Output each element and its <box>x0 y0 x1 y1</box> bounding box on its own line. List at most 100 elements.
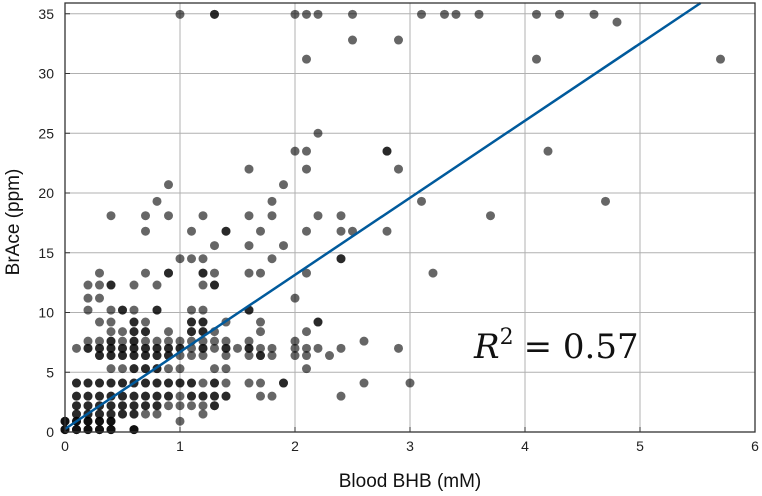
data-point <box>141 401 150 411</box>
data-point <box>141 409 150 419</box>
data-point <box>72 401 81 411</box>
data-point <box>198 351 208 361</box>
data-point <box>221 343 231 353</box>
data-point <box>118 364 127 374</box>
data-point <box>72 409 81 419</box>
data-point <box>405 378 415 388</box>
data-point <box>175 364 185 374</box>
data-point <box>141 391 150 401</box>
data-point <box>221 226 231 236</box>
y-tick-label: 35 <box>38 6 54 22</box>
data-point <box>210 343 219 353</box>
data-point <box>428 268 438 278</box>
data-point <box>313 317 323 327</box>
axis-ticks: 0 1 2 3 4 5 6 0 5 10 15 20 25 30 35 <box>38 6 759 454</box>
data-point <box>95 280 104 290</box>
data-point <box>141 327 150 337</box>
data-point <box>267 391 277 401</box>
data-point <box>72 343 81 353</box>
data-point <box>118 351 127 361</box>
data-point <box>382 146 392 156</box>
data-point <box>118 327 127 337</box>
data-point <box>210 268 219 278</box>
data-point <box>198 254 208 264</box>
data-point <box>106 351 116 361</box>
data-point <box>187 351 196 361</box>
data-point <box>302 343 311 353</box>
data-point <box>129 409 139 419</box>
data-point <box>118 378 127 388</box>
data-point <box>336 211 346 221</box>
data-point <box>348 35 357 45</box>
data-point <box>129 364 139 374</box>
data-point <box>440 9 449 19</box>
data-point <box>187 305 196 315</box>
data-point <box>152 336 162 346</box>
data-point <box>267 211 277 221</box>
data-point <box>106 305 116 315</box>
data-point <box>290 293 300 303</box>
data-point <box>267 196 277 206</box>
data-point <box>141 336 150 346</box>
data-point <box>221 391 231 401</box>
data-point <box>210 9 219 19</box>
r-squared-annotation: R2 = 0.57 <box>473 325 639 367</box>
data-point <box>290 351 300 361</box>
data-point <box>141 317 150 327</box>
data-point <box>187 327 196 337</box>
data-point <box>198 211 208 221</box>
data-point <box>267 343 277 353</box>
data-point <box>141 226 150 236</box>
data-point <box>83 378 93 388</box>
data-point <box>164 364 173 374</box>
data-point <box>129 401 139 411</box>
data-point <box>106 343 116 353</box>
data-point <box>244 241 254 251</box>
data-point <box>95 409 104 419</box>
x-tick-label: 4 <box>521 438 529 454</box>
data-point <box>279 378 288 388</box>
data-point <box>72 391 81 401</box>
data-point <box>267 351 277 361</box>
data-point <box>72 378 81 388</box>
data-point <box>187 254 196 264</box>
data-point <box>221 336 231 346</box>
data-point <box>175 401 185 411</box>
data-point <box>83 280 93 290</box>
data-point <box>187 378 196 388</box>
data-point <box>106 401 116 411</box>
x-tick-label: 1 <box>176 438 184 454</box>
data-point <box>221 351 231 361</box>
data-point <box>267 254 277 264</box>
data-point <box>129 336 139 346</box>
y-tick-label: 30 <box>38 66 54 82</box>
data-point <box>152 351 162 361</box>
data-point <box>256 378 265 388</box>
data-point <box>198 401 208 411</box>
data-point <box>210 391 219 401</box>
data-point <box>716 54 725 64</box>
data-point <box>83 343 93 353</box>
data-point <box>336 391 346 401</box>
data-point <box>256 268 265 278</box>
y-tick-label: 20 <box>38 185 54 201</box>
data-point <box>175 378 185 388</box>
data-point <box>106 327 116 337</box>
data-point <box>417 9 426 19</box>
data-point <box>302 54 311 64</box>
data-point <box>532 54 541 64</box>
data-point <box>152 378 162 388</box>
data-point <box>256 391 265 401</box>
x-tick-label: 5 <box>636 438 644 454</box>
data-point <box>129 351 139 361</box>
data-point <box>95 293 104 303</box>
data-point <box>210 280 219 290</box>
data-point <box>290 146 300 156</box>
data-point <box>175 336 185 346</box>
data-point <box>95 425 104 435</box>
data-point <box>187 391 196 401</box>
data-point <box>589 9 599 19</box>
data-point <box>313 128 323 138</box>
data-point <box>198 409 208 419</box>
